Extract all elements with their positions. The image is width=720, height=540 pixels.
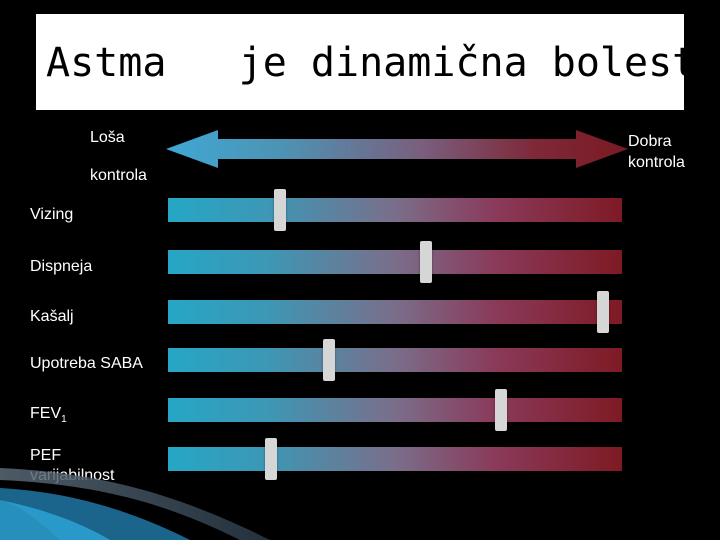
level-marker bbox=[322, 339, 335, 381]
title-box: Astma je dinamična bolest bbox=[36, 14, 696, 110]
row-label-pef-line2: varijabilnost bbox=[30, 467, 115, 484]
gradient-bar bbox=[168, 398, 622, 422]
gradient-bar bbox=[168, 300, 622, 324]
slide-title: Astma je dinamična bolest bbox=[46, 40, 696, 86]
title-part1: Astma bbox=[46, 40, 167, 86]
scale-right-label-line1: Dobra bbox=[628, 133, 672, 150]
row-label-fev: FEV bbox=[30, 405, 62, 422]
level-marker bbox=[596, 291, 609, 333]
level-marker bbox=[419, 241, 432, 283]
gradient-bar bbox=[168, 447, 622, 471]
row-label-kasalj: Kašalj bbox=[30, 308, 74, 325]
level-marker bbox=[274, 189, 287, 231]
row-label-vizing: Vizing bbox=[30, 206, 74, 223]
title-part2: je dinamična bolest bbox=[238, 40, 697, 86]
row-label-fev1: FEV1 bbox=[30, 404, 67, 430]
gradient-bar bbox=[168, 348, 622, 372]
row-label-fev-sub: 1 bbox=[61, 414, 67, 426]
row-label-upotreba-saba: Upotreba SABA bbox=[30, 355, 143, 372]
level-marker bbox=[265, 438, 278, 480]
level-marker bbox=[495, 389, 508, 431]
scale-left-label-line2: kontrola bbox=[90, 167, 147, 184]
gradient-bar bbox=[168, 198, 622, 222]
scale-right-label-line2: kontrola bbox=[628, 154, 685, 171]
scale-left-label-line1: Loša bbox=[90, 129, 125, 146]
row-label-pef-line1: PEF bbox=[30, 447, 62, 464]
row-label-dispneja: Dispneja bbox=[30, 258, 93, 275]
gradient-bar bbox=[168, 250, 622, 274]
double-arrow-icon bbox=[166, 130, 628, 168]
